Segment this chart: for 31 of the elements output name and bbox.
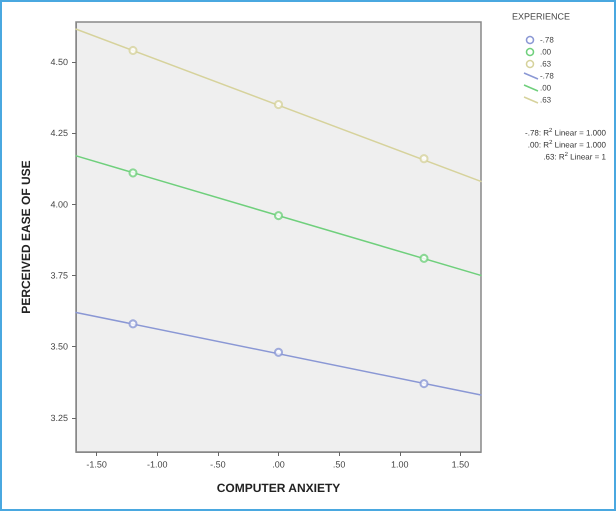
- y-tick-label: 3.75: [50, 270, 68, 280]
- y-tick-label: 3.25: [50, 412, 68, 423]
- point: [274, 348, 283, 357]
- legend-label: -.78: [540, 72, 554, 80]
- x-tick-label: .00: [272, 460, 285, 470]
- point: [128, 319, 138, 328]
- x-tick-label: -.50: [210, 460, 226, 470]
- point: [274, 211, 283, 220]
- point: [420, 154, 429, 164]
- x-axis-title: COMPUTER ANXIETY: [216, 481, 340, 495]
- legend-label: .00: [540, 48, 552, 56]
- y-tick-label: 4.00: [50, 199, 68, 210]
- x-tick-label: -1.50: [86, 460, 107, 470]
- legend-label: .00: [540, 84, 552, 92]
- y-tick-label: 4.25: [50, 128, 68, 138]
- y-tick-label: 3.50: [50, 342, 68, 352]
- x-tick-label: .50: [332, 460, 346, 470]
- point: [128, 46, 138, 55]
- legend-label: .63: [540, 96, 552, 104]
- y-tick-label: 4.50: [50, 56, 68, 67]
- point: [420, 254, 429, 263]
- legend-label: -.78: [540, 36, 554, 44]
- x-tick-label: 1.50: [452, 460, 470, 470]
- y-axis-title: PERCEIVED EASE OF USE: [19, 160, 33, 314]
- point: [420, 379, 429, 388]
- point: [274, 100, 283, 110]
- x-tick-label: 1.00: [390, 460, 409, 470]
- x-tick-label: -1.00: [146, 460, 168, 470]
- point: [128, 168, 138, 178]
- legend-title: EXPERIENCE: [512, 12, 570, 22]
- legend-label: .63: [540, 60, 552, 68]
